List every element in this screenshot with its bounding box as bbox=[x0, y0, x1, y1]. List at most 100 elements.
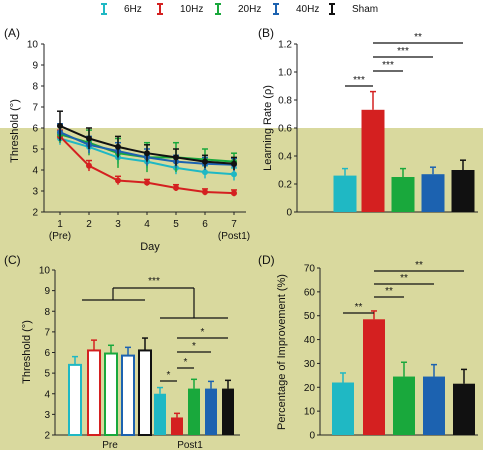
panel-d-y-tick-label: 0 bbox=[309, 431, 315, 442]
panel-c-bar-post-6hz bbox=[154, 393, 166, 435]
panel-b-bar-sham bbox=[451, 170, 475, 212]
panel-b-y-tick-label: 0 bbox=[286, 208, 292, 219]
panel-a-x-tick-label: 4 bbox=[144, 219, 150, 230]
panel-a-point-sham bbox=[57, 122, 63, 129]
panel-d-significance-label: ** bbox=[400, 273, 408, 284]
panel-b-significance-label: *** bbox=[353, 75, 365, 86]
panel-a-x-tick-label: 6 bbox=[202, 219, 208, 230]
panel-c-y-tick-label: 6 bbox=[44, 348, 50, 359]
panel-a-point-6hz bbox=[202, 169, 208, 176]
panel-b-y-axis-title: Learning Rate (ρ) bbox=[262, 85, 274, 171]
panel-c-y-tick-label: 5 bbox=[44, 369, 50, 380]
panel-a-y-axis-title: Threshold (°) bbox=[9, 99, 21, 163]
panel-a-x-tick-label: 5 bbox=[173, 219, 179, 230]
panel-a-y-tick-label: 3 bbox=[32, 187, 38, 198]
panel-b-significance-label: ** bbox=[414, 32, 422, 43]
panel-c-significance-label: * bbox=[201, 327, 205, 338]
panel-d-y-tick-label: 20 bbox=[304, 383, 316, 394]
legend-label-40hz: 40Hz bbox=[296, 4, 319, 15]
panel-d-bar-sham bbox=[453, 383, 475, 435]
panel-a-point-sham bbox=[173, 154, 179, 161]
panel-c-y-axis-title: Threshold (°) bbox=[21, 320, 33, 384]
panel-d-y-tick-label: 60 bbox=[304, 287, 316, 298]
panel-a-point-6hz bbox=[231, 171, 237, 178]
legend-label-6hz: 6Hz bbox=[124, 4, 142, 15]
panel-a-x-tick-label: 1 bbox=[57, 219, 63, 230]
panel-c-y-tick-label: 8 bbox=[44, 307, 50, 318]
panel-d-significance-label: ** bbox=[415, 260, 423, 271]
panel-a-x-sublabel: (Pre) bbox=[49, 231, 71, 242]
legend-label-10hz: 10Hz bbox=[180, 4, 203, 15]
panel-a-point-sham bbox=[115, 143, 121, 150]
chart-marks: 2 3 4 5 6 7 8 9 10 1 2 3 4 5 6 7 (Pre) (Post1) 0 0.2 0.4 0.6 0… bbox=[27, 32, 478, 451]
panel-b-y-tick-label: 0.8 bbox=[278, 96, 292, 107]
panel-d-bar-6hz bbox=[332, 382, 354, 435]
panel-a-y-tick-label: 6 bbox=[32, 124, 38, 135]
panel-b-label: (B) bbox=[258, 26, 274, 40]
legend-item-sham: Sham bbox=[329, 3, 378, 15]
panel-c-bar-pre-20hz bbox=[104, 352, 118, 436]
panel-b-y-tick-label: 0.2 bbox=[278, 180, 292, 191]
legend-label-20hz: 20Hz bbox=[238, 4, 261, 15]
panel-a-y-tick-label: 2 bbox=[32, 208, 38, 219]
panel-c-bar-post-40hz bbox=[205, 388, 217, 435]
panel-d-y-tick-label: 50 bbox=[304, 311, 316, 322]
panel-b-bar-10hz bbox=[361, 109, 385, 212]
panel-d-y-axis-title: Percentage of Improvement (%) bbox=[276, 274, 288, 430]
panel-a-point-sham bbox=[202, 158, 208, 165]
panel-c-label: (C) bbox=[4, 253, 21, 267]
panel-c-y-tick-label: 7 bbox=[44, 327, 50, 338]
panel-a-point-10hz bbox=[202, 189, 208, 196]
panel-b-y-tick-label: 0.4 bbox=[278, 152, 292, 163]
panel-c-bar-post-10hz bbox=[171, 417, 183, 435]
panel-b-significance-label: *** bbox=[397, 46, 409, 57]
panel-c: (C) Threshold (°) bbox=[4, 253, 33, 384]
legend-item-40hz: 40Hz bbox=[273, 3, 319, 15]
panel-d-bar-10hz bbox=[363, 319, 385, 435]
panel-a-point-sham bbox=[144, 150, 150, 157]
panel-b-y-tick-label: 0.6 bbox=[278, 124, 292, 135]
panel-c-significance-label: *** bbox=[148, 276, 160, 287]
panel-a-point-10hz bbox=[144, 179, 150, 186]
panel-c-bar-post-sham bbox=[222, 388, 234, 435]
panel-c-significance-label: * bbox=[192, 341, 196, 352]
panel-a-x-sublabel: (Post1) bbox=[218, 231, 250, 242]
panel-c-bar-pre-6hz bbox=[68, 363, 82, 436]
panel-d-label: (D) bbox=[258, 253, 275, 267]
panel-a-y-tick-label: 4 bbox=[32, 166, 38, 177]
panel-a-point-10hz bbox=[231, 190, 237, 197]
panel-a-y-tick-label: 5 bbox=[32, 145, 38, 156]
legend-item-10hz: 10Hz bbox=[157, 3, 203, 15]
panel-d-y-tick-label: 30 bbox=[304, 359, 316, 370]
panel-c-x-tick-label: Post1 bbox=[177, 440, 203, 451]
panel-c-y-tick-label: 3 bbox=[44, 410, 50, 421]
panel-a-x-tick-label: 3 bbox=[115, 219, 121, 230]
panel-b-bar-6hz bbox=[333, 175, 357, 212]
panel-d-y-tick-label: 40 bbox=[304, 335, 316, 346]
panel-c-bar-pre-10hz bbox=[87, 349, 101, 436]
panel-d-bar-40hz bbox=[423, 376, 445, 435]
panel-a-x-tick-label: 2 bbox=[86, 219, 92, 230]
panel-b-significance-label: *** bbox=[382, 60, 394, 71]
panel-c-bar-pre-sham bbox=[138, 349, 152, 436]
panel-a-y-tick-label: 9 bbox=[32, 61, 38, 72]
panel-a-point-sham bbox=[231, 160, 237, 167]
panel-d: (D) Percentage of Improvement (%) bbox=[258, 253, 288, 430]
panel-b: (B) Learning Rate (ρ) bbox=[258, 26, 274, 171]
panel-b-bar-40hz bbox=[421, 174, 445, 212]
legend-item-20hz: 20Hz bbox=[215, 3, 261, 15]
panel-a-point-10hz bbox=[173, 184, 179, 191]
panel-a-label: (A) bbox=[4, 26, 20, 40]
panel-a: (A) Day Threshold (°) bbox=[4, 26, 160, 253]
panel-a-y-tick-label: 8 bbox=[32, 82, 38, 93]
panel-a-y-tick-label: 10 bbox=[27, 40, 39, 51]
panel-c-y-tick-label: 10 bbox=[39, 266, 51, 277]
panel-a-point-10hz bbox=[115, 177, 121, 184]
panel-a-x-axis-title: Day bbox=[140, 241, 160, 253]
panel-b-y-tick-label: 1.0 bbox=[278, 68, 292, 79]
panel-c-y-tick-label: 2 bbox=[44, 431, 50, 442]
panel-c-bar-pre-40hz bbox=[121, 354, 135, 436]
legend-label-sham: Sham bbox=[352, 4, 378, 15]
panel-d-significance-label: ** bbox=[385, 286, 393, 297]
